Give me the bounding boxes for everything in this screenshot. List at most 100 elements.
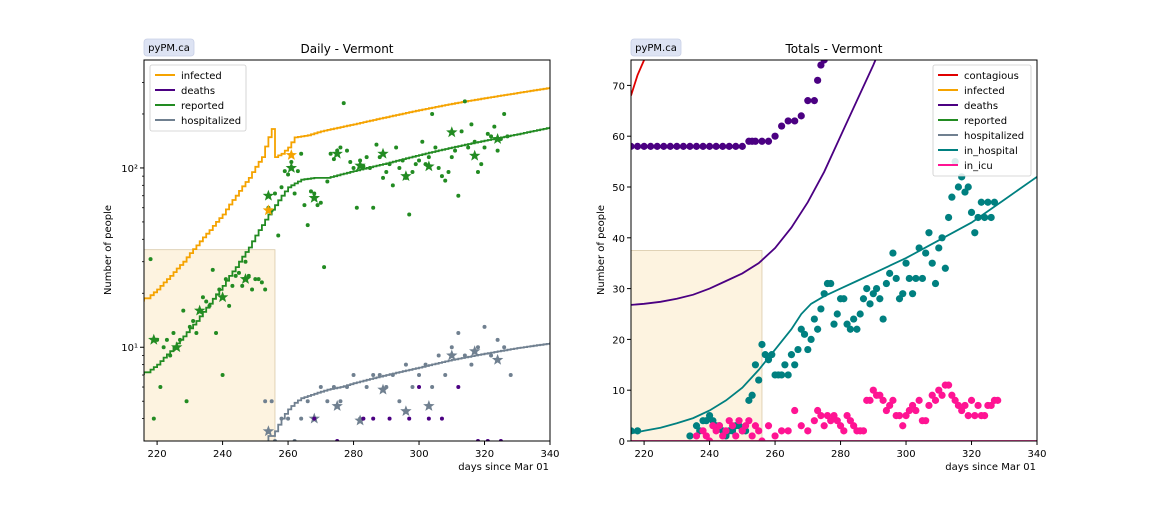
- point-reported_daily: [276, 233, 281, 238]
- point-deaths_total: [699, 142, 707, 150]
- point-in_icu_obs: [810, 417, 818, 425]
- point-reported_daily: [223, 277, 228, 282]
- point-reported_daily: [436, 165, 441, 170]
- point-in_hospital_obs: [778, 371, 786, 379]
- daily-axes-frame: [143, 59, 551, 442]
- point-reported_daily: [472, 139, 477, 144]
- x-tick-label: 220: [148, 449, 167, 460]
- point-deaths_total: [758, 137, 766, 145]
- y-tick-label: 60: [612, 132, 625, 143]
- point-reported_weekly: [239, 273, 252, 284]
- point-reported_daily: [322, 265, 327, 270]
- point-in_icu_obs: [915, 396, 923, 404]
- point-reported_weekly: [377, 147, 389, 159]
- point-reported_daily: [387, 162, 392, 167]
- point-in_hospital_obs: [686, 432, 694, 440]
- point-in_hospital_obs: [889, 249, 897, 257]
- point-deaths_total: [797, 112, 805, 120]
- point-deaths_daily: [387, 416, 392, 421]
- point-deaths_total: [712, 142, 720, 150]
- point-in_icu_obs: [859, 427, 868, 435]
- series-line-hospitalized: [267, 342, 550, 441]
- point-hospitalized_daily: [489, 353, 494, 358]
- point-reported_daily: [426, 155, 431, 160]
- point-hospitalized_daily: [462, 353, 467, 358]
- point-in_hospital_obs: [833, 310, 841, 318]
- point-deaths_total: [660, 142, 668, 150]
- point-in_icu_obs: [981, 412, 989, 420]
- point-reported_daily: [430, 111, 435, 116]
- point-deaths_total: [686, 142, 694, 150]
- point-reported_daily: [158, 385, 163, 390]
- legend-label-reported: reported: [964, 116, 1007, 127]
- point-infected_weekly: [285, 149, 297, 160]
- point-reported_daily: [233, 273, 238, 278]
- x-tick-label: 260: [279, 449, 298, 460]
- point-in_icu_obs: [804, 427, 812, 435]
- point-reported_daily: [282, 169, 287, 174]
- point-in_icu_obs: [722, 427, 730, 435]
- point-in_hospital_obs: [941, 264, 949, 272]
- x-tick-label: 240: [213, 449, 232, 460]
- point-reported_daily: [217, 287, 222, 292]
- point-reported_weekly: [331, 147, 343, 159]
- point-reported_daily: [475, 169, 480, 174]
- point-in_hospital_obs: [800, 330, 809, 338]
- point-in_icu_obs: [840, 427, 848, 435]
- point-reported_daily: [315, 203, 320, 208]
- point-reported_daily: [331, 157, 336, 162]
- point-in_hospital_obs: [850, 315, 858, 323]
- point-in_icu_obs: [728, 422, 737, 430]
- y-tick-label: 10: [612, 386, 625, 397]
- point-in_icu_obs: [764, 422, 773, 430]
- point-reported_daily: [168, 353, 173, 358]
- point-hospitalized_daily: [475, 345, 480, 350]
- point-in_hospital_obs: [810, 315, 818, 323]
- point-reported_daily: [259, 280, 264, 285]
- point-in_hospital_obs: [804, 345, 812, 354]
- point-in_icu_obs: [732, 432, 740, 440]
- point-hospitalized_daily: [364, 385, 369, 390]
- point-hospitalized_daily: [436, 353, 441, 358]
- point-hospitalized_weekly: [331, 400, 343, 411]
- totals-chart-panel: 220 240 260 280 300 320 340 0 10 20 30 40 50 60 70 To…: [596, 38, 1047, 473]
- point-in_hospital_obs: [866, 300, 874, 308]
- point-in_icu_obs: [771, 432, 779, 440]
- point-in_icu_obs: [715, 422, 724, 430]
- point-hospitalized_weekly: [354, 414, 366, 426]
- point-reported_daily: [204, 299, 209, 304]
- point-deaths_total: [784, 117, 792, 125]
- point-in_hospital_obs: [899, 290, 907, 298]
- point-in_hospital_obs: [971, 229, 979, 237]
- point-deaths_total: [679, 142, 687, 150]
- point-in_icu_obs: [994, 396, 1002, 404]
- point-reported_daily: [417, 158, 422, 163]
- point-in_icu_obs: [758, 437, 766, 441]
- point-in_hospital_obs: [886, 269, 894, 277]
- point-in_icu_obs: [735, 417, 743, 425]
- point-hospitalized_daily: [410, 385, 415, 390]
- point-deaths_total: [778, 122, 786, 130]
- point-in_hospital_obs: [872, 285, 881, 293]
- point-reported_daily: [289, 159, 294, 164]
- point-reported_daily: [230, 283, 235, 288]
- x-tick-label: 300: [409, 449, 428, 460]
- point-in_hospital_obs: [817, 305, 825, 313]
- x-tick-label: 260: [766, 449, 785, 460]
- point-reported_daily: [171, 331, 176, 336]
- point-in_icu_obs: [692, 432, 701, 440]
- point-reported_daily: [459, 129, 464, 134]
- legend-box: [149, 64, 247, 132]
- point-hospitalized_weekly: [469, 345, 481, 357]
- point-reported_daily: [433, 145, 438, 150]
- point-in_hospital_obs: [863, 285, 871, 293]
- point-in_icu_obs: [889, 396, 897, 404]
- point-deaths_daily: [426, 416, 431, 421]
- point-in_icu_obs: [755, 427, 763, 435]
- totals-y-axis-label: Number of people: [596, 205, 607, 295]
- point-in_icu_obs: [745, 417, 753, 425]
- point-in_hospital_obs: [974, 213, 982, 222]
- point-deaths_total: [732, 142, 740, 150]
- point-deaths_total: [725, 142, 733, 150]
